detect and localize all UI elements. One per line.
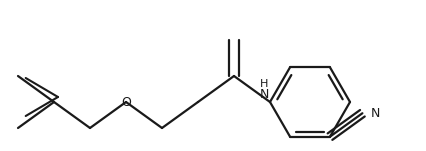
Text: O: O	[121, 95, 131, 109]
Text: N: N	[370, 107, 380, 120]
Text: N: N	[259, 88, 269, 101]
Text: H: H	[260, 79, 268, 89]
